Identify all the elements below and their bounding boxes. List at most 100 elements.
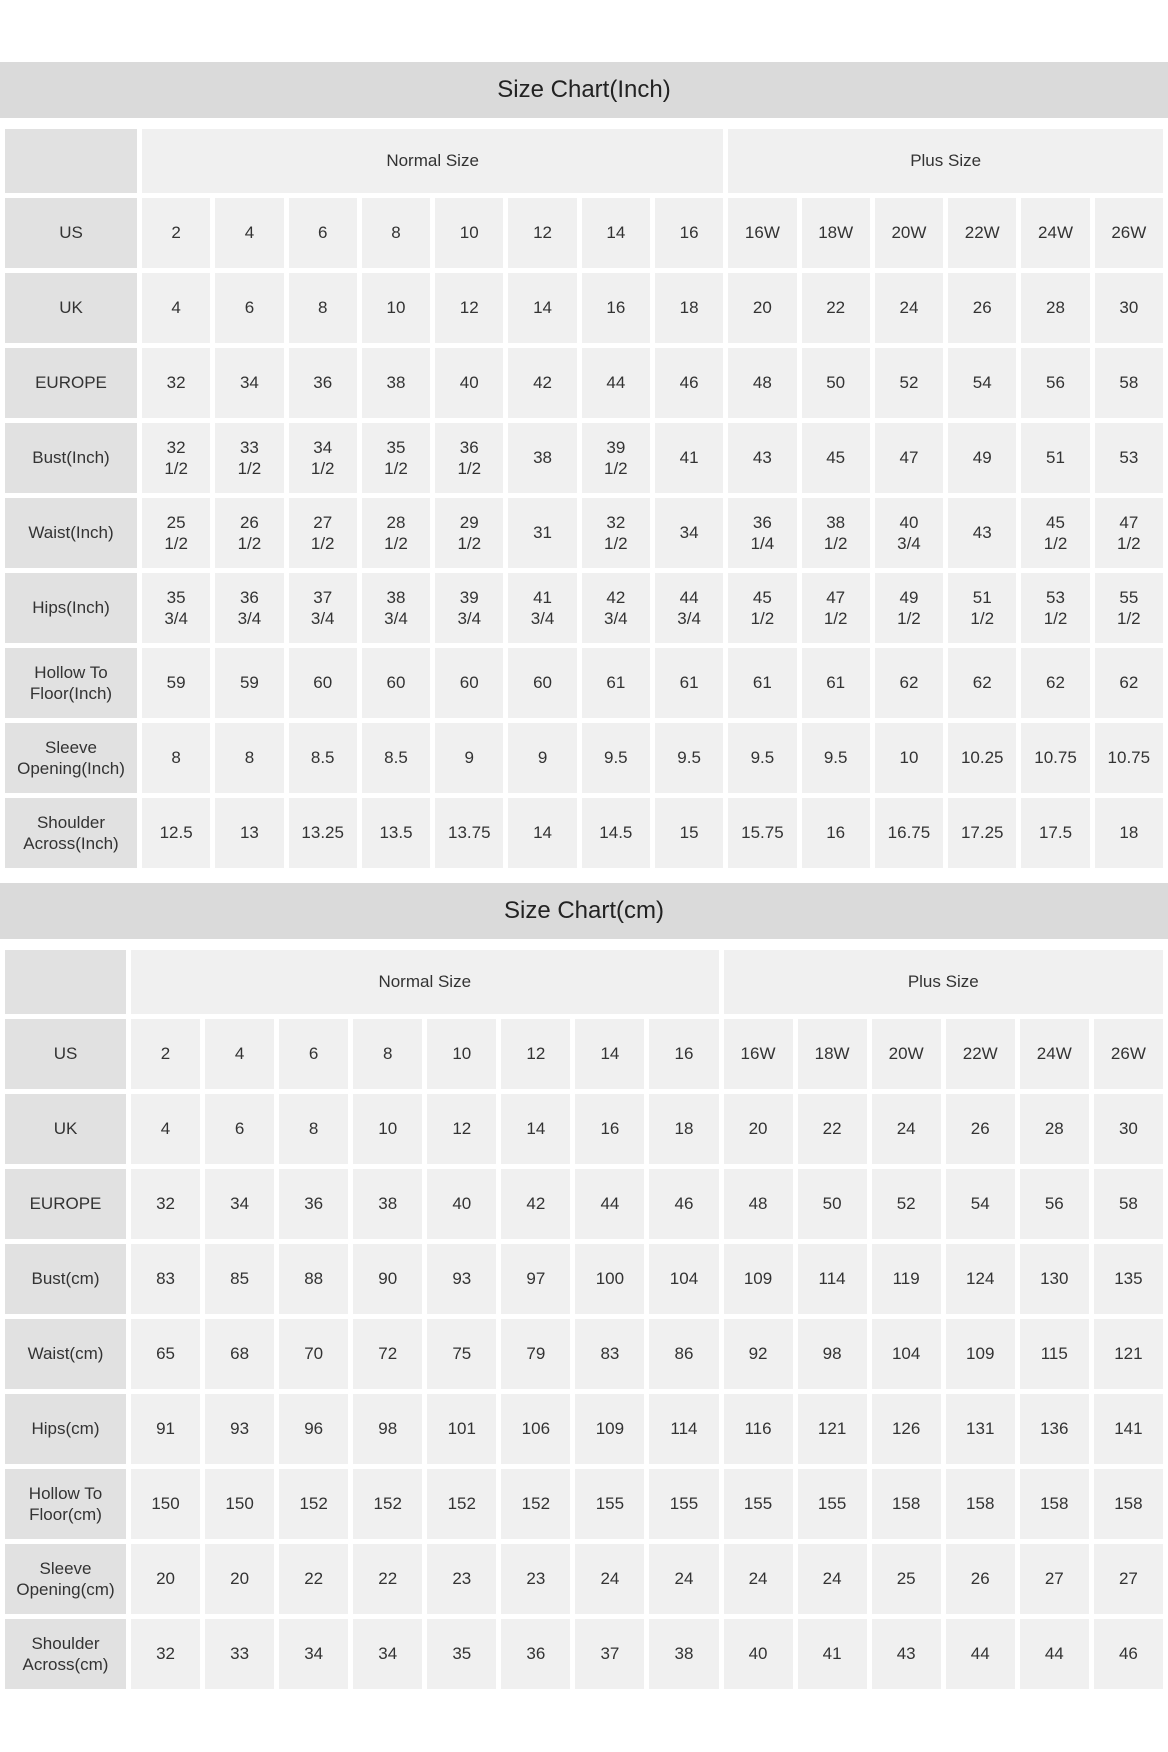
- size-value-cell: 55 1/2: [1094, 573, 1163, 643]
- row-label: Waist(Inch): [5, 498, 137, 568]
- table-row: EUROPE 32 34 36 38 40 42 44 46 48 50 52 54 56 58: [5, 1169, 1163, 1239]
- size-value-cell: 16: [654, 198, 724, 268]
- size-value-cell: 158: [945, 1469, 1015, 1539]
- size-value-cell: 27: [1019, 1544, 1089, 1614]
- size-value-cell: 13: [215, 798, 284, 868]
- table-row: Shoulder Across(cm) 32 33 34 34 35 36 37 38 40 41 4…: [5, 1619, 1163, 1689]
- size-value-cell: 60: [361, 648, 431, 718]
- size-value-cell: 60: [288, 648, 357, 718]
- size-value-cell: 12: [435, 273, 504, 343]
- size-value-cell: 18: [649, 1094, 719, 1164]
- size-value-cell: 47 1/2: [1094, 498, 1163, 568]
- size-chart-inch-table: Normal Size Plus Size US 2 4 6 8 10 12 14 16 16W 1…: [0, 124, 1168, 873]
- size-value-cell: 44: [575, 1169, 645, 1239]
- size-value-cell: 44 3/4: [654, 573, 724, 643]
- size-value-cell: 18: [654, 273, 724, 343]
- size-group-header-row: Normal Size Plus Size: [5, 950, 1163, 1014]
- size-value-cell: 54: [948, 348, 1017, 418]
- size-value-cell: 36: [279, 1169, 349, 1239]
- size-value-cell: 40: [427, 1169, 497, 1239]
- size-chart-cm-table: Normal Size Plus Size US 2 4 6 8 10 12 14 16 16W 1…: [0, 945, 1168, 1694]
- row-label: EUROPE: [5, 348, 137, 418]
- size-value-cell: 119: [871, 1244, 941, 1314]
- table-row: Waist(Inch) 25 1/2 26 1/2 27 1/2 28 1/2 29 1/…: [5, 498, 1163, 568]
- size-value-cell: 35 1/2: [361, 423, 431, 493]
- size-value-cell: 28 1/2: [361, 498, 431, 568]
- size-value-cell: 20: [131, 1544, 201, 1614]
- size-value-cell: 27: [1093, 1544, 1163, 1614]
- size-value-cell: 42: [501, 1169, 571, 1239]
- size-value-cell: 22: [801, 273, 870, 343]
- size-value-cell: 30: [1094, 273, 1163, 343]
- size-value-cell: 91: [131, 1394, 201, 1464]
- size-value-cell: 47 1/2: [801, 573, 870, 643]
- size-value-cell: 44: [1019, 1619, 1089, 1689]
- row-label: Sleeve Opening(Inch): [5, 723, 137, 793]
- table-row: Bust(cm) 83 85 88 90 93 97 100 104 109 114 119 124 13…: [5, 1244, 1163, 1314]
- size-value-cell: 49 1/2: [874, 573, 944, 643]
- size-value-cell: 135: [1093, 1244, 1163, 1314]
- size-value-cell: 14: [575, 1019, 645, 1089]
- normal-size-header: Normal Size: [142, 129, 724, 193]
- size-value-cell: 8: [353, 1019, 423, 1089]
- size-value-cell: 10: [874, 723, 944, 793]
- size-value-cell: 150: [205, 1469, 275, 1539]
- size-value-cell: 46: [1093, 1619, 1163, 1689]
- size-value-cell: 9.5: [581, 723, 650, 793]
- size-value-cell: 14: [508, 798, 577, 868]
- size-value-cell: 42 3/4: [581, 573, 650, 643]
- size-value-cell: 114: [649, 1394, 719, 1464]
- size-value-cell: 38 3/4: [361, 573, 431, 643]
- size-value-cell: 152: [279, 1469, 349, 1539]
- size-value-cell: 20: [723, 1094, 793, 1164]
- size-value-cell: 59: [215, 648, 284, 718]
- size-value-cell: 58: [1094, 348, 1163, 418]
- size-value-cell: 36: [288, 348, 357, 418]
- size-value-cell: 12: [501, 1019, 571, 1089]
- size-value-cell: 65: [131, 1319, 201, 1389]
- size-value-cell: 13.5: [361, 798, 431, 868]
- size-value-cell: 58: [1093, 1169, 1163, 1239]
- size-value-cell: 24W: [1019, 1019, 1089, 1089]
- size-value-cell: 158: [871, 1469, 941, 1539]
- size-value-cell: 13.25: [288, 798, 357, 868]
- table-row: Hips(Inch) 35 3/4 36 3/4 37 3/4 38 3/4 39 3/4…: [5, 573, 1163, 643]
- size-value-cell: 10: [435, 198, 504, 268]
- size-value-cell: 60: [435, 648, 504, 718]
- size-value-cell: 14: [501, 1094, 571, 1164]
- size-value-cell: 45 1/2: [728, 573, 797, 643]
- size-value-cell: 12: [427, 1094, 497, 1164]
- size-value-cell: 109: [575, 1394, 645, 1464]
- size-value-cell: 46: [649, 1169, 719, 1239]
- size-value-cell: 104: [649, 1244, 719, 1314]
- size-value-cell: 32: [142, 348, 211, 418]
- size-value-cell: 10.25: [948, 723, 1017, 793]
- size-value-cell: 35: [427, 1619, 497, 1689]
- size-chart-inch-title: Size Chart(Inch): [0, 62, 1168, 118]
- size-value-cell: 60: [508, 648, 577, 718]
- size-value-cell: 40: [723, 1619, 793, 1689]
- size-value-cell: 92: [723, 1319, 793, 1389]
- size-value-cell: 38: [649, 1619, 719, 1689]
- size-value-cell: 28: [1019, 1094, 1089, 1164]
- size-value-cell: 48: [728, 348, 797, 418]
- size-value-cell: 34: [353, 1619, 423, 1689]
- table-row: Hollow To Floor(cm) 150 150 152 152 152 152 155…: [5, 1469, 1163, 1539]
- table-row: Hips(cm) 91 93 96 98 101 106 109 114 116 121 126 131…: [5, 1394, 1163, 1464]
- size-value-cell: 24: [871, 1094, 941, 1164]
- size-value-cell: 98: [797, 1319, 867, 1389]
- size-value-cell: 51: [1021, 423, 1090, 493]
- size-value-cell: 54: [945, 1169, 1015, 1239]
- size-value-cell: 18W: [801, 198, 870, 268]
- size-value-cell: 45 1/2: [1021, 498, 1090, 568]
- size-value-cell: 136: [1019, 1394, 1089, 1464]
- size-value-cell: 62: [948, 648, 1017, 718]
- size-value-cell: 6: [279, 1019, 349, 1089]
- size-value-cell: 155: [575, 1469, 645, 1539]
- size-value-cell: 45: [801, 423, 870, 493]
- table-row: US 2 4 6 8 10 12 14 16 16W 18W 20W 22W 24W 26W: [5, 198, 1163, 268]
- size-value-cell: 24: [575, 1544, 645, 1614]
- row-label: Hollow To Floor(cm): [5, 1469, 126, 1539]
- size-value-cell: 16: [801, 798, 870, 868]
- size-value-cell: 28: [1021, 273, 1090, 343]
